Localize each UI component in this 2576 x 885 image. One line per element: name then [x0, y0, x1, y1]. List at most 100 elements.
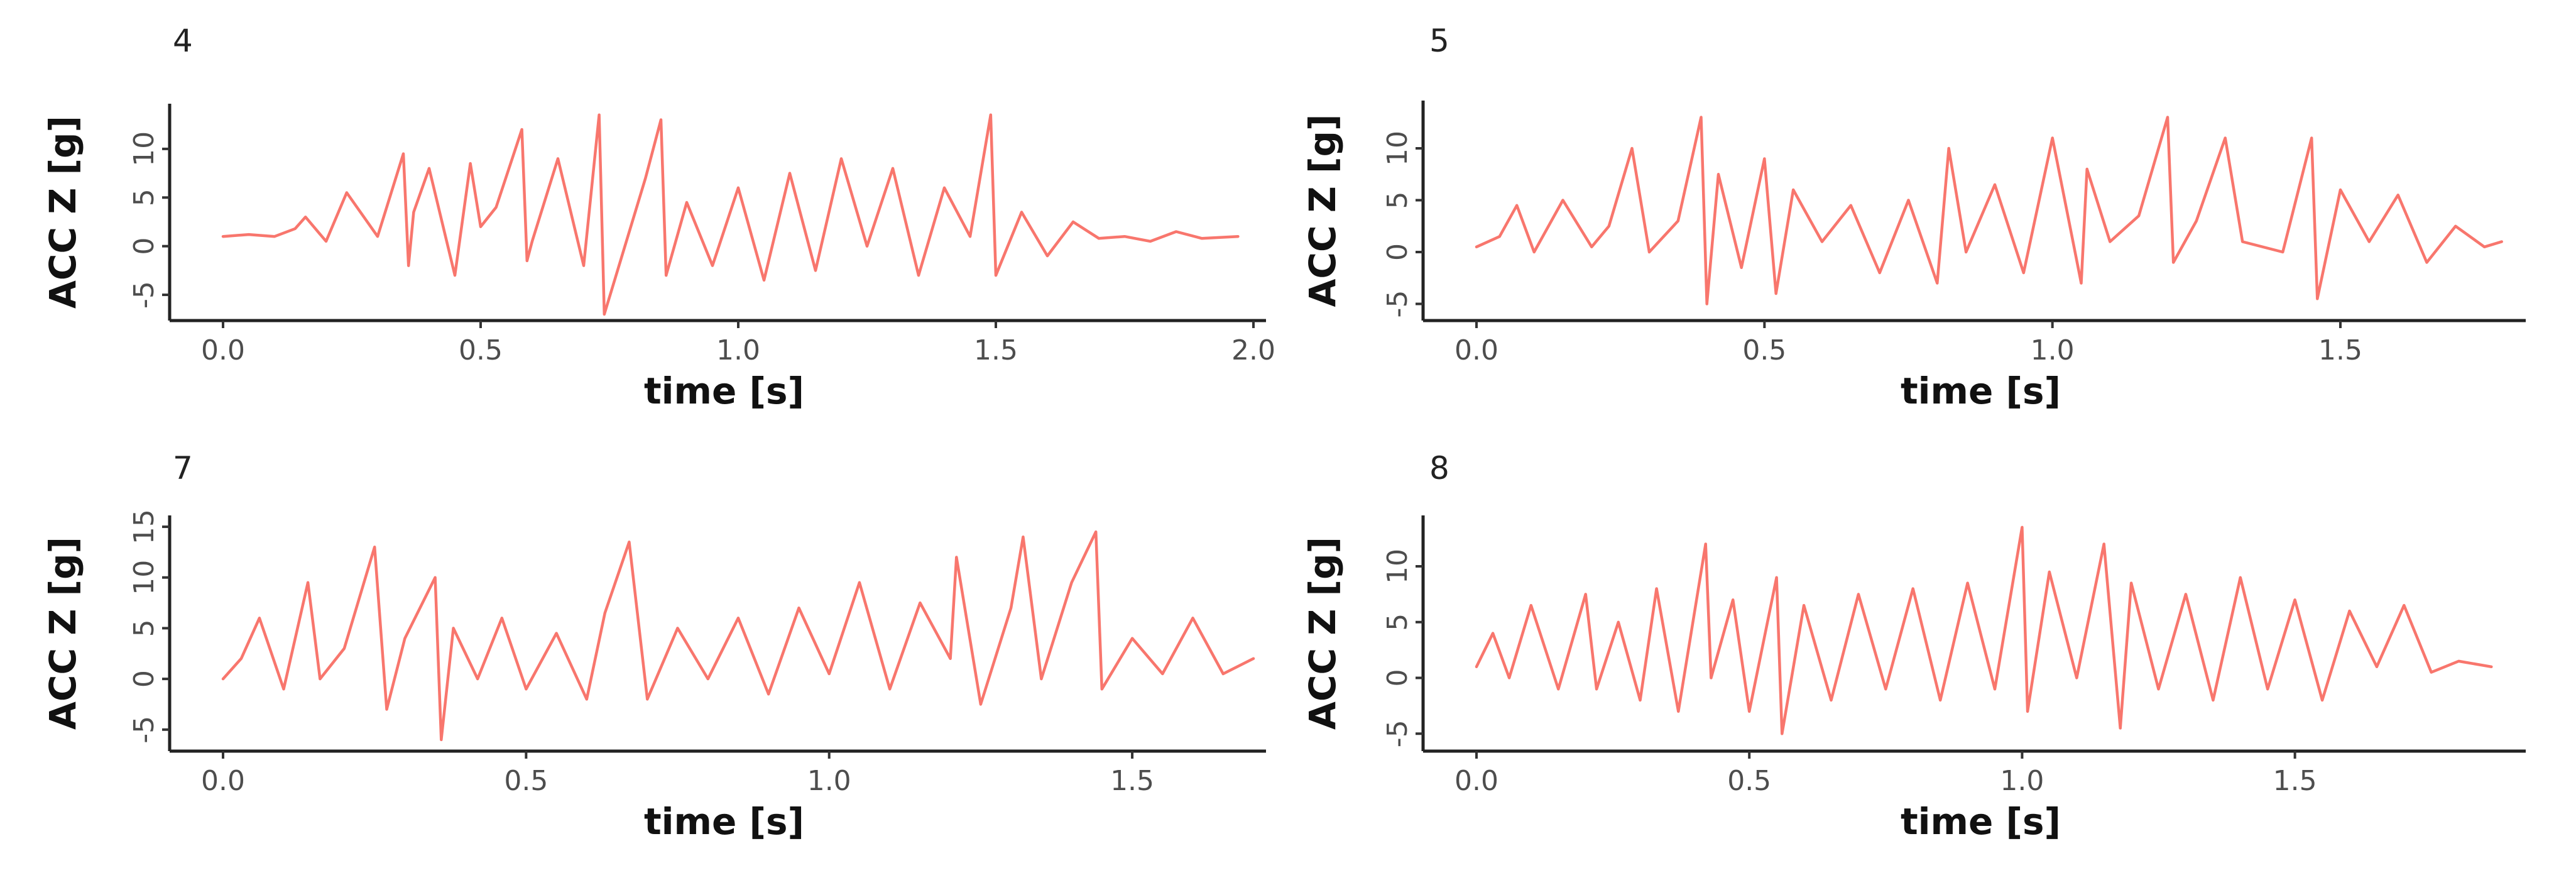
- data-point: [2348, 610, 2351, 612]
- y-tick-label: 10: [128, 131, 160, 167]
- data-point: [1748, 710, 1750, 713]
- y-tick-label: -5: [128, 281, 160, 309]
- data-point: [1010, 607, 1012, 609]
- y-tick-label: 0: [1382, 669, 1414, 687]
- data-point: [767, 693, 770, 695]
- data-point: [2454, 225, 2457, 228]
- data-point: [1098, 237, 1100, 239]
- data-point: [428, 167, 430, 170]
- x-tick-label: 1.5: [1110, 765, 1154, 797]
- data-point: [258, 617, 261, 619]
- data-point: [1677, 219, 1679, 223]
- data-point: [2080, 282, 2083, 285]
- data-point: [1965, 251, 1967, 253]
- data-point: [1608, 225, 1610, 228]
- data-point: [1803, 604, 1805, 607]
- data-point: [1161, 673, 1164, 675]
- data-point: [919, 602, 921, 604]
- data-point: [412, 211, 415, 214]
- data-point: [555, 632, 558, 635]
- x-axis-title: time [s]: [1901, 370, 2061, 412]
- x-tick-label: 1.0: [807, 765, 851, 797]
- data-point: [1792, 189, 1794, 191]
- data-point: [866, 245, 868, 248]
- x-tick-label: 1.5: [2318, 334, 2362, 366]
- data-point: [373, 546, 376, 548]
- data-point: [469, 162, 472, 165]
- data-point: [222, 235, 224, 238]
- y-tick-label: 0: [128, 670, 160, 688]
- data-point: [1656, 587, 1658, 590]
- data-point: [2103, 542, 2105, 546]
- data-point: [1515, 204, 1518, 207]
- y-tick-label: 10: [128, 560, 160, 595]
- data-point: [644, 177, 647, 179]
- data-point: [1595, 688, 1598, 690]
- data-point: [282, 688, 285, 690]
- data-point: [385, 708, 388, 711]
- data-point: [346, 191, 348, 194]
- data-point: [1776, 576, 1778, 579]
- data-point: [557, 157, 559, 160]
- data-point: [1175, 230, 1177, 233]
- data-point: [2075, 676, 2078, 679]
- data-point: [479, 226, 482, 228]
- chart-panel-4: 4 -5 0 5 10 0.0 0.5 1.0 1.5 2.0 time [s] ACC Z [g]: [41, 23, 1275, 412]
- data-point: [2321, 699, 2323, 701]
- data-point: [624, 245, 626, 248]
- data-point: [1857, 593, 1860, 596]
- data-point: [2137, 214, 2140, 217]
- data-point: [1590, 246, 1593, 248]
- data-point: [2430, 671, 2433, 674]
- chart-panel-7: 7 -5 0 5 10 15 0.0 0.5 1.0 1.5 time [s] ACC Z [g]: [41, 450, 1266, 843]
- y-tick-label: 10: [1382, 549, 1414, 584]
- chart-panel-8: 8 -5 0 5 10 0.0 0.5 1.0 1.5 time [s] ACC Z [g]: [1301, 450, 2526, 843]
- y-tick-label: 5: [128, 619, 160, 637]
- data-point: [2501, 240, 2503, 243]
- data-point: [828, 673, 831, 675]
- y-axis-title: ACC Z [g]: [41, 537, 84, 730]
- data-point: [2022, 272, 2025, 274]
- data-point: [1939, 699, 1941, 701]
- data-point: [501, 617, 503, 619]
- data-point: [586, 698, 588, 700]
- data-point: [2310, 136, 2313, 140]
- data-point: [2212, 699, 2214, 701]
- y-tick-label: 15: [128, 509, 160, 544]
- data-point: [1781, 732, 1783, 735]
- data-point: [1508, 676, 1510, 679]
- data-point: [676, 627, 679, 630]
- x-tick-label: 0.0: [1454, 334, 1498, 366]
- data-point: [1705, 542, 1707, 546]
- data-point: [294, 228, 297, 230]
- data-point: [1020, 211, 1023, 214]
- data-point: [1149, 240, 1152, 243]
- data-point: [1706, 302, 1708, 305]
- y-tick-label: -5: [128, 716, 160, 744]
- data-point: [1617, 621, 1620, 624]
- data-point: [1994, 688, 1996, 690]
- data-point: [2425, 261, 2428, 264]
- data-point: [1732, 598, 1734, 601]
- data-point: [2403, 604, 2405, 607]
- x-tick-label: 0.0: [201, 765, 245, 797]
- data-point: [2266, 688, 2269, 690]
- data-point: [840, 157, 843, 160]
- y-tick-label: 5: [128, 189, 160, 206]
- data-point: [2185, 593, 2187, 596]
- data-point: [1236, 235, 1239, 238]
- data-point: [525, 688, 528, 690]
- data-point: [1201, 237, 1203, 239]
- data-point: [1492, 632, 1494, 635]
- data-point: [1948, 147, 1950, 150]
- y-tick-label: 0: [128, 238, 160, 255]
- panel-label: 4: [173, 23, 193, 59]
- x-axis-title: time [s]: [644, 800, 804, 843]
- x-axis-title: time [s]: [644, 370, 804, 412]
- data-point: [1740, 267, 1743, 269]
- x-tick-label: 0.0: [1454, 765, 1498, 797]
- data-point: [407, 265, 410, 267]
- data-point: [2086, 168, 2088, 170]
- x-tick-label: 1.0: [716, 334, 760, 366]
- data-point: [2157, 688, 2160, 690]
